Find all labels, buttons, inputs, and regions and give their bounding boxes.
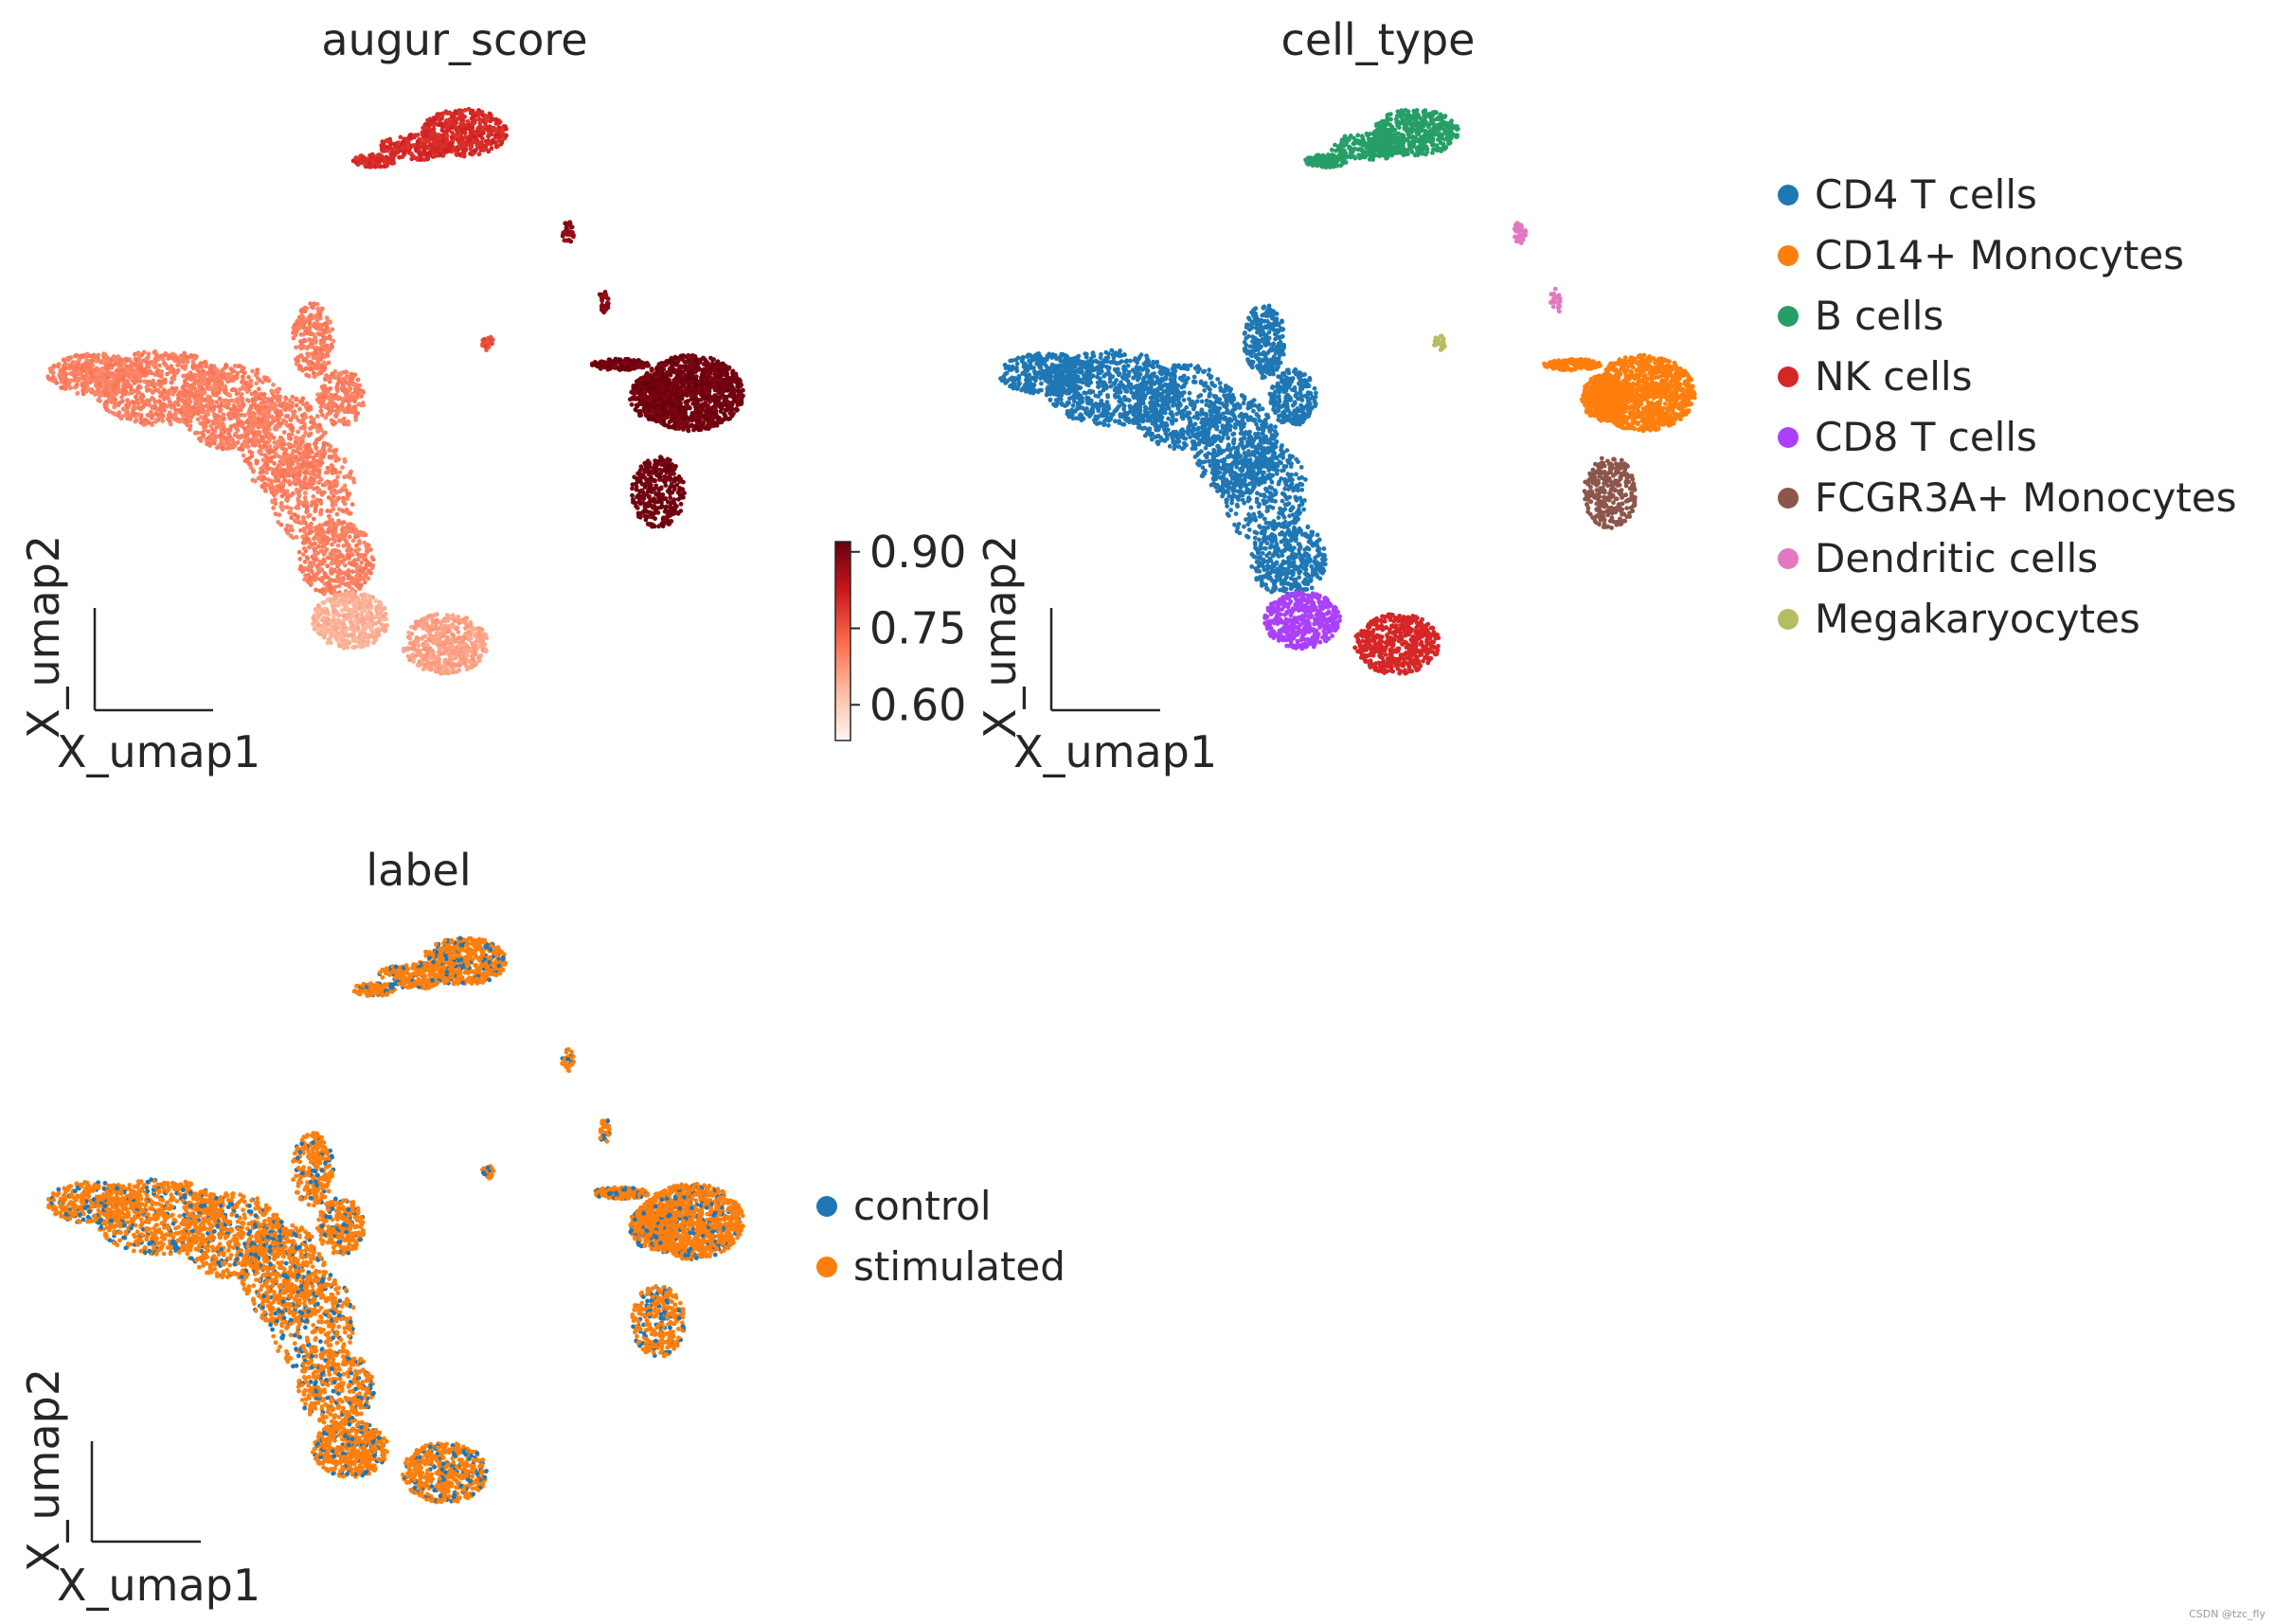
data-point xyxy=(348,535,352,540)
data-point xyxy=(230,388,235,393)
data-point xyxy=(213,434,218,438)
data-point xyxy=(285,414,290,419)
data-point xyxy=(285,489,290,493)
data-point xyxy=(301,315,306,320)
data-point xyxy=(247,450,252,455)
data-point xyxy=(300,439,305,444)
data-point xyxy=(157,364,162,368)
data-point xyxy=(319,491,324,496)
data-point xyxy=(315,414,320,419)
data-point xyxy=(75,391,80,396)
data-point xyxy=(345,376,349,381)
data-point xyxy=(241,375,245,380)
data-point xyxy=(214,400,219,404)
data-point xyxy=(312,517,316,522)
data-point xyxy=(285,524,290,528)
data-point xyxy=(110,371,115,376)
data-point xyxy=(271,383,276,387)
data-point xyxy=(345,508,349,512)
data-point xyxy=(81,383,85,387)
data-point xyxy=(214,417,219,421)
data-point xyxy=(328,517,332,522)
data-point xyxy=(288,437,293,441)
panel-augur-score: augur_score X_umap1 X_umap2 0.600.750.90 xyxy=(18,14,966,777)
panel-title-augur: augur_score xyxy=(321,14,587,65)
data-point xyxy=(305,500,310,505)
data-point xyxy=(363,580,367,584)
data-point xyxy=(81,392,86,397)
data-point xyxy=(262,392,267,397)
data-point xyxy=(308,561,313,565)
data-point xyxy=(337,507,342,511)
data-point xyxy=(251,397,256,402)
data-point xyxy=(224,437,228,441)
data-point xyxy=(175,363,180,367)
data-point xyxy=(290,432,295,437)
data-point xyxy=(120,414,125,419)
data-point xyxy=(276,388,280,393)
data-point xyxy=(331,339,336,344)
data-point xyxy=(240,380,244,384)
data-point xyxy=(329,386,333,391)
data-point xyxy=(285,505,290,509)
data-point xyxy=(98,382,102,386)
data-point xyxy=(342,520,347,525)
data-point xyxy=(305,555,310,560)
data-point xyxy=(337,538,342,543)
data-point xyxy=(371,557,376,562)
data-point xyxy=(356,557,361,562)
data-point xyxy=(324,471,329,475)
data-point xyxy=(163,389,168,394)
data-point xyxy=(326,466,331,471)
data-point xyxy=(297,557,302,562)
data-point xyxy=(147,402,152,407)
data-point xyxy=(90,354,95,359)
data-point xyxy=(271,506,276,510)
data-point xyxy=(284,396,289,401)
data-point xyxy=(282,430,287,435)
data-point xyxy=(360,561,365,565)
data-point xyxy=(246,445,251,450)
data-point xyxy=(340,580,345,585)
data-point xyxy=(163,352,168,357)
umap-figure: augur_score X_umap1 X_umap2 0.600.750.90… xyxy=(0,0,2274,1624)
data-point xyxy=(297,407,302,412)
data-point xyxy=(325,563,330,568)
data-point xyxy=(313,509,317,513)
data-point xyxy=(144,356,149,361)
data-point xyxy=(151,379,155,384)
data-point xyxy=(351,539,356,544)
data-point xyxy=(242,454,246,458)
data-point xyxy=(242,386,247,391)
data-point xyxy=(313,588,318,593)
data-point xyxy=(340,465,345,470)
data-point xyxy=(289,507,294,511)
data-point xyxy=(73,385,78,390)
data-point xyxy=(176,402,181,407)
data-point xyxy=(307,545,312,550)
data-point xyxy=(227,435,232,439)
data-point xyxy=(143,422,148,427)
data-point xyxy=(254,381,259,385)
data-point xyxy=(257,386,261,391)
data-point xyxy=(133,419,137,424)
data-point xyxy=(253,479,258,484)
data-point xyxy=(68,371,73,376)
data-point xyxy=(238,387,242,392)
data-point xyxy=(272,440,277,445)
data-point xyxy=(155,368,160,373)
data-point xyxy=(193,356,198,361)
data-point xyxy=(229,366,234,371)
points-augur xyxy=(45,107,745,676)
data-point xyxy=(246,375,251,380)
data-point xyxy=(271,472,276,476)
data-point xyxy=(315,392,320,397)
data-point xyxy=(189,415,194,419)
data-point xyxy=(269,479,274,484)
data-point xyxy=(356,378,361,383)
